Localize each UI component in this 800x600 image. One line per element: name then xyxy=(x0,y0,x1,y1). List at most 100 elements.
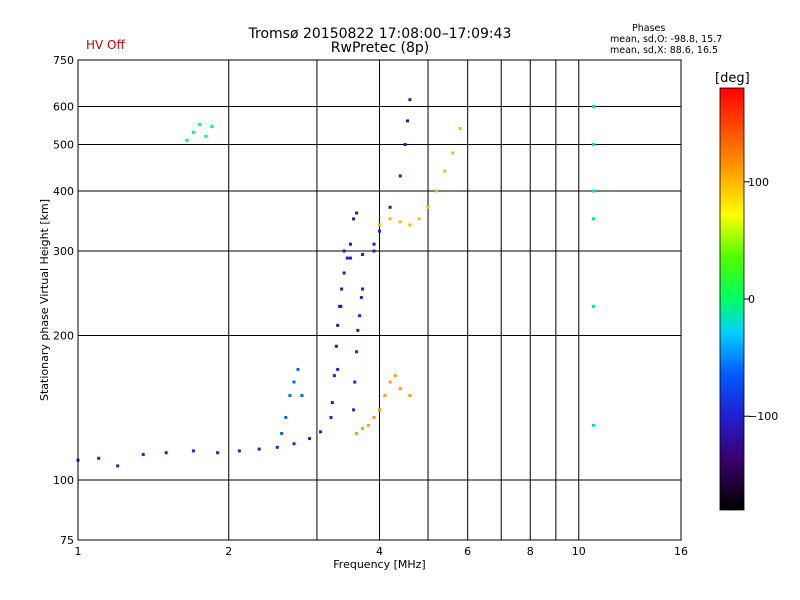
echo-point xyxy=(591,105,595,109)
colorbar-tick-label: 100 xyxy=(748,176,769,189)
echo-point xyxy=(191,130,195,134)
echo-point xyxy=(210,125,214,129)
hv-status-label: HV Off xyxy=(86,38,125,52)
echo-point xyxy=(352,408,356,412)
echo-point xyxy=(393,374,397,378)
echo-point xyxy=(361,253,365,257)
echo-point xyxy=(97,456,101,460)
phases-title: Phases xyxy=(632,23,666,34)
echo-point xyxy=(378,229,381,233)
echo-point xyxy=(378,408,381,412)
echo-point xyxy=(435,189,439,193)
echo-point xyxy=(403,143,407,147)
echo-point xyxy=(288,394,292,398)
echo-point xyxy=(355,211,359,215)
chart-title-line2: RwPretec (8p) xyxy=(330,40,430,56)
echo-point xyxy=(284,415,288,419)
echo-point xyxy=(300,394,304,398)
plot-axes: 1 2 4 6 8 10 16 75 100 200 300 400 500 600 750 Frequenc… xyxy=(38,54,688,571)
echo-point xyxy=(372,242,376,246)
echo-point xyxy=(359,296,363,300)
echo-point xyxy=(280,432,284,436)
echo-point xyxy=(185,138,189,142)
echo-point xyxy=(275,445,279,449)
y-tick-label: 200 xyxy=(53,330,74,343)
echo-point xyxy=(340,287,344,291)
echo-point xyxy=(378,223,381,227)
phases-x-stats: mean, sd,X: 88.6, 16.5 xyxy=(610,45,719,56)
echo-point xyxy=(355,432,359,436)
echo-point xyxy=(591,304,595,308)
echo-point xyxy=(358,314,362,318)
echo-point xyxy=(329,415,333,419)
echo-point xyxy=(372,415,376,419)
echo-point xyxy=(408,394,412,398)
echo-point xyxy=(426,205,430,209)
echo-point xyxy=(164,451,168,455)
x-tick-label: 8 xyxy=(527,545,534,558)
echo-point xyxy=(388,217,392,221)
echo-point xyxy=(398,174,402,178)
colorbar-tick-label: 0 xyxy=(748,293,755,306)
echo-point xyxy=(406,119,410,123)
echo-point xyxy=(292,380,296,384)
x-tick-label: 1 xyxy=(75,545,82,558)
y-tick-label: 600 xyxy=(53,101,74,114)
plot-frame xyxy=(77,59,682,541)
echo-point xyxy=(388,380,392,384)
echo-point xyxy=(319,430,323,434)
echo-point xyxy=(342,271,346,275)
echo-point xyxy=(292,442,296,446)
echo-point xyxy=(257,447,261,451)
echo-point xyxy=(408,98,412,102)
y-tick-label: 75 xyxy=(60,534,74,547)
y-axis-label: Stationary phase Virtual Height [km] xyxy=(38,199,51,401)
echo-point xyxy=(356,328,360,332)
echo-point xyxy=(352,217,356,221)
y-tick-label: 500 xyxy=(53,139,74,152)
echo-point xyxy=(330,401,334,405)
echo-point xyxy=(417,217,421,221)
echo-point xyxy=(591,189,595,193)
echo-point xyxy=(355,350,359,354)
y-tick-label: 300 xyxy=(53,245,74,258)
plot-grid xyxy=(77,60,681,540)
echo-point xyxy=(591,217,595,221)
y-tick-label: 400 xyxy=(53,185,74,198)
colorbar-tick-label: −100 xyxy=(748,410,778,423)
echo-point xyxy=(342,249,346,253)
colorbar-ticks: 100 0 −100 xyxy=(744,176,778,423)
echo-point xyxy=(383,394,387,398)
phases-o-stats: mean, sd,O: -98.8, 15.7 xyxy=(610,34,723,45)
echo-point xyxy=(204,134,208,138)
y-tick-label: 100 xyxy=(53,474,74,487)
x-tick-label: 4 xyxy=(376,545,383,558)
echo-point xyxy=(353,380,357,384)
echo-point xyxy=(338,304,342,308)
echo-point xyxy=(458,126,462,130)
echo-point xyxy=(591,423,595,427)
echo-point xyxy=(361,287,365,291)
echo-point xyxy=(348,256,352,260)
echo-point xyxy=(443,169,447,173)
echo-point xyxy=(141,453,145,457)
phases-stats: Phases mean, sd,O: -98.8, 15.7 mean, sd,… xyxy=(610,23,722,56)
echo-point xyxy=(372,249,376,253)
colorbar-unit-label: [deg] xyxy=(715,71,750,86)
echo-point xyxy=(398,220,402,224)
echo-point xyxy=(398,387,402,391)
echo-point xyxy=(198,123,202,127)
echo-point xyxy=(348,242,352,246)
echo-scatter xyxy=(76,98,595,468)
x-tick-label: 16 xyxy=(674,545,688,558)
echo-point xyxy=(191,449,195,453)
echo-point xyxy=(296,367,300,371)
echo-point xyxy=(116,464,120,468)
echo-point xyxy=(345,256,349,260)
echo-point xyxy=(237,449,241,453)
echo-point xyxy=(361,427,365,431)
echo-point xyxy=(334,344,338,348)
echo-point xyxy=(366,423,370,427)
x-tick-label: 6 xyxy=(464,545,471,558)
